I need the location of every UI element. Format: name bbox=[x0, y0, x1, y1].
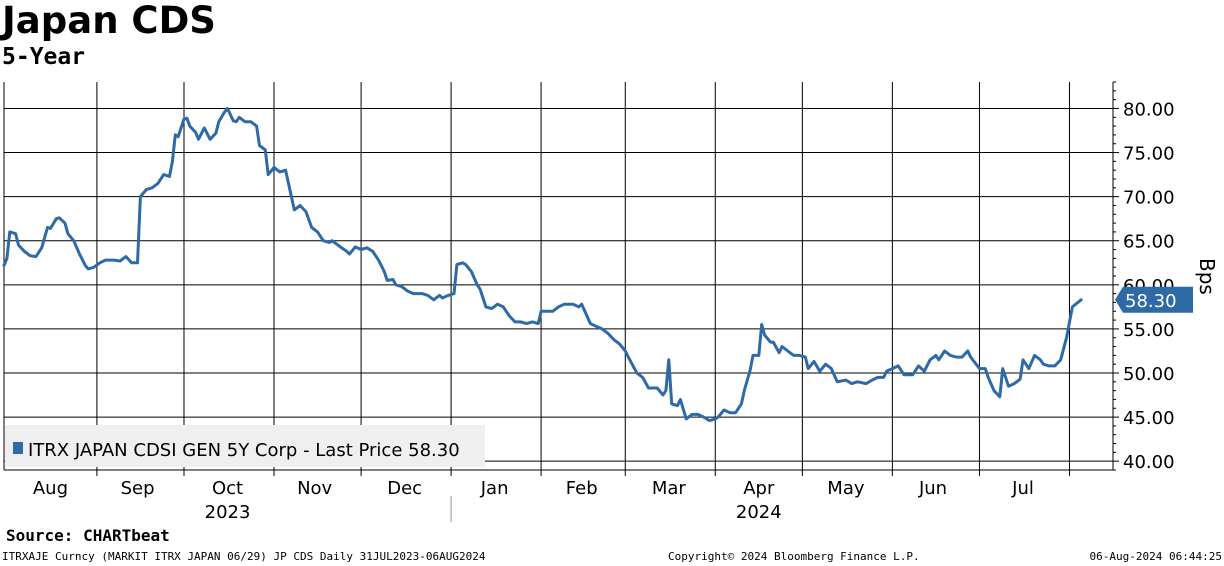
x-tick-label: Nov bbox=[297, 478, 332, 499]
x-tick-label: Jan bbox=[480, 478, 509, 499]
x-tick-label: Aug bbox=[33, 478, 68, 499]
x-tick-label: Jul bbox=[1011, 478, 1034, 499]
y-tick-label: 65.00 bbox=[1123, 232, 1175, 253]
x-tick-label: Dec bbox=[387, 478, 422, 499]
source-label: Source: CHARTbeat bbox=[6, 526, 170, 545]
chart-subtitle: 5-Year bbox=[2, 44, 86, 70]
footer-timestamp: 06-Aug-2024 06:44:25 bbox=[1089, 550, 1222, 563]
x-tick-label: Mar bbox=[652, 478, 687, 499]
last-price-label: 58.30 bbox=[1125, 291, 1177, 312]
x-year-label: 2023 bbox=[205, 502, 251, 523]
y-tick-label: 55.00 bbox=[1123, 320, 1175, 341]
y-axis-title: Bps bbox=[1195, 258, 1219, 295]
y-tick-label: 70.00 bbox=[1123, 188, 1175, 209]
x-tick-label: Jun bbox=[918, 478, 947, 499]
last-price-tag: 58.30 bbox=[1115, 286, 1193, 313]
series-line bbox=[2, 107, 1083, 423]
y-tick-label: 45.00 bbox=[1123, 408, 1175, 429]
x-tick-label: May bbox=[827, 478, 865, 499]
x-tick-label: Sep bbox=[121, 478, 155, 499]
y-tick-label: 40.00 bbox=[1123, 452, 1175, 473]
x-tick-label: Oct bbox=[212, 478, 243, 499]
legend-box bbox=[5, 425, 485, 467]
legend-swatch bbox=[13, 442, 23, 454]
y-tick-label: 80.00 bbox=[1123, 99, 1175, 120]
x-tick-label: Apr bbox=[743, 478, 775, 499]
chart-title: Japan CDS bbox=[2, 0, 216, 42]
chart-legend: ITRX JAPAN CDSI GEN 5Y Corp - Last Price… bbox=[5, 425, 485, 467]
legend-label: ITRX JAPAN CDSI GEN 5Y Corp - Last Price… bbox=[28, 440, 460, 461]
chart-grid bbox=[4, 82, 1113, 470]
last-price-marker bbox=[1115, 286, 1193, 313]
chart-series bbox=[2, 107, 1083, 423]
footer-copyright: Copyright© 2024 Bloomberg Finance L.P. bbox=[668, 550, 920, 563]
x-year-label: 2024 bbox=[736, 502, 782, 523]
y-tick-label: 50.00 bbox=[1123, 364, 1175, 385]
x-tick-label: Feb bbox=[566, 478, 598, 499]
y-tick-label: 75.00 bbox=[1123, 144, 1175, 165]
footer-ticker-info: ITRXAJE Curncy (MARKIT ITRX JAPAN 06/29)… bbox=[2, 550, 486, 563]
